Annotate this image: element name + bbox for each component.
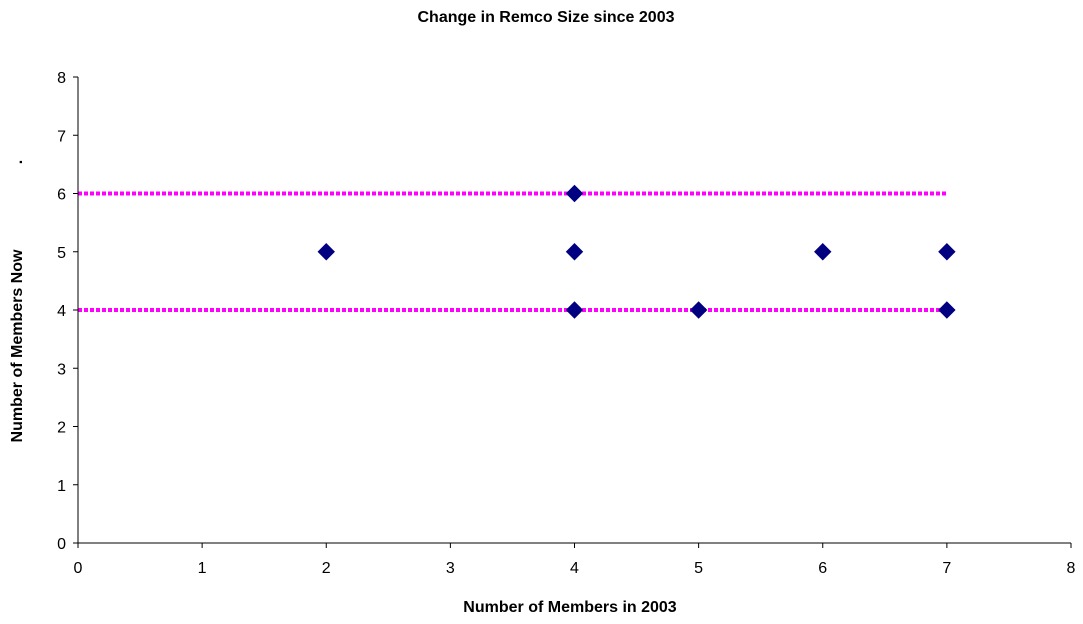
y-tick-label: 0 — [57, 536, 66, 553]
data-point-diamond — [317, 243, 335, 261]
y-tick-label: 3 — [57, 361, 66, 378]
data-point-diamond — [938, 243, 956, 261]
x-axis-ticks: 0 1 2 3 4 5 6 7 8 — [74, 543, 1076, 577]
x-tick-label: 0 — [74, 560, 83, 577]
data-point-diamond — [565, 184, 584, 203]
data-point-diamond — [689, 301, 708, 319]
y-tick-label: 1 — [57, 478, 66, 495]
x-tick-label: 3 — [446, 560, 455, 577]
y-axis-ticks: 0 1 2 3 4 5 6 7 8 — [57, 70, 78, 553]
chart-title: Change in Remco Size since 2003 — [418, 9, 675, 26]
x-axis-label: Number of Members in 2003 — [463, 599, 677, 616]
x-tick-label: 8 — [1067, 560, 1076, 577]
x-tick-label: 7 — [942, 560, 951, 577]
data-point-diamond — [565, 243, 584, 261]
data-point-diamond — [814, 243, 832, 261]
y-tick-label: 2 — [57, 420, 66, 437]
x-tick-label: 2 — [322, 560, 331, 577]
y-tick-label: 8 — [57, 70, 66, 87]
y-tick-label: 5 — [57, 245, 66, 262]
y-tick-label: 6 — [57, 187, 66, 204]
data-points — [317, 184, 956, 319]
x-tick-label: 6 — [818, 560, 827, 577]
y-tick-label: 7 — [57, 128, 66, 145]
data-point-diamond — [565, 301, 584, 319]
x-tick-label: 1 — [198, 560, 207, 577]
y-axis-label-marker: . — [9, 160, 26, 164]
x-tick-label: 5 — [694, 560, 703, 577]
y-tick-label: 4 — [57, 303, 66, 320]
x-tick-label: 4 — [570, 560, 579, 577]
reference-lines — [78, 191, 947, 312]
y-axis-label: Number of Members Now — [9, 249, 26, 442]
data-point-diamond — [938, 301, 956, 319]
